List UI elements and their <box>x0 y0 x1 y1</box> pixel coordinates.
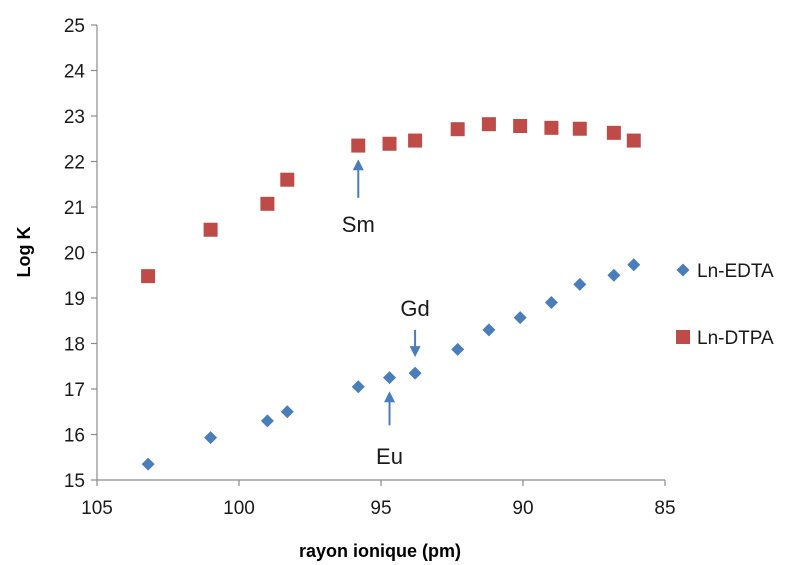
data-point <box>351 138 366 153</box>
data-point <box>481 117 496 132</box>
data-point <box>351 380 365 394</box>
data-point <box>280 405 294 419</box>
y-tick-label: 23 <box>64 107 85 128</box>
annotation-label: Sm <box>342 212 375 237</box>
y-tick-label: 16 <box>64 426 85 447</box>
annotation-sm: Sm <box>342 159 375 237</box>
x-axis-title: rayon ionique (pm) <box>299 541 461 561</box>
y-axis-title: Log K <box>14 227 34 278</box>
y-tick-label: 15 <box>64 471 85 492</box>
x-tick-label: 85 <box>654 498 675 519</box>
x-tick-label: 90 <box>512 498 533 519</box>
annotation-layer: Sm Gd Eu <box>342 159 430 469</box>
legend-marker <box>676 263 690 277</box>
y-tick-label: 24 <box>64 62 86 83</box>
data-point <box>513 311 527 325</box>
data-point <box>382 136 397 151</box>
data-point <box>572 121 587 136</box>
data-point <box>280 172 295 187</box>
annotation-arrow-head <box>409 346 421 358</box>
data-point <box>203 222 218 237</box>
x-tick-label: 100 <box>223 498 255 519</box>
y-tick-label: 22 <box>64 153 85 174</box>
data-point <box>607 268 621 282</box>
x-tick-label: 105 <box>81 498 113 519</box>
series-ln-dtpa <box>141 117 641 284</box>
annotation-gd: Gd <box>400 296 430 358</box>
data-point <box>573 277 587 291</box>
data-point <box>451 342 465 356</box>
data-point <box>627 258 641 272</box>
data-point <box>544 296 558 310</box>
data-point <box>260 414 274 428</box>
annotation-arrow-head <box>384 391 396 403</box>
legend-item-ln-edta: Ln-EDTA <box>676 261 774 282</box>
data-point <box>626 133 641 148</box>
data-point <box>141 269 156 284</box>
data-point <box>260 196 275 211</box>
data-point <box>544 120 559 135</box>
y-tick-label: 19 <box>64 289 85 310</box>
legend-label: Ln-EDTA <box>697 261 774 282</box>
data-point <box>482 323 496 337</box>
annotation-arrow-head <box>352 159 364 171</box>
legend-marker <box>676 330 690 344</box>
legend: Ln-EDTA Ln-DTPA <box>676 261 774 349</box>
data-point <box>450 122 465 137</box>
legend-item-ln-dtpa: Ln-DTPA <box>676 328 774 349</box>
annotation-label: Eu <box>376 444 403 469</box>
series-layer <box>141 117 641 471</box>
series-ln-edta <box>141 258 641 471</box>
data-point <box>383 371 397 385</box>
y-tick-label: 25 <box>64 16 85 37</box>
data-point <box>513 119 528 134</box>
data-point <box>141 457 155 471</box>
annotation-label: Gd <box>400 296 429 321</box>
y-tick-label: 18 <box>64 335 85 356</box>
data-point <box>606 125 621 140</box>
y-tick-label: 21 <box>64 198 85 219</box>
axes: 15 16 17 18 19 20 21 22 23 24 25 105 100 95 90 85 <box>64 16 676 519</box>
y-tick-label: 17 <box>64 380 85 401</box>
legend-label: Ln-DTPA <box>697 328 774 349</box>
y-tick-label: 20 <box>64 244 85 265</box>
data-point <box>408 133 423 148</box>
x-tick-label: 95 <box>370 498 391 519</box>
data-point <box>204 431 218 445</box>
annotation-eu: Eu <box>376 391 403 469</box>
data-point <box>408 366 422 380</box>
